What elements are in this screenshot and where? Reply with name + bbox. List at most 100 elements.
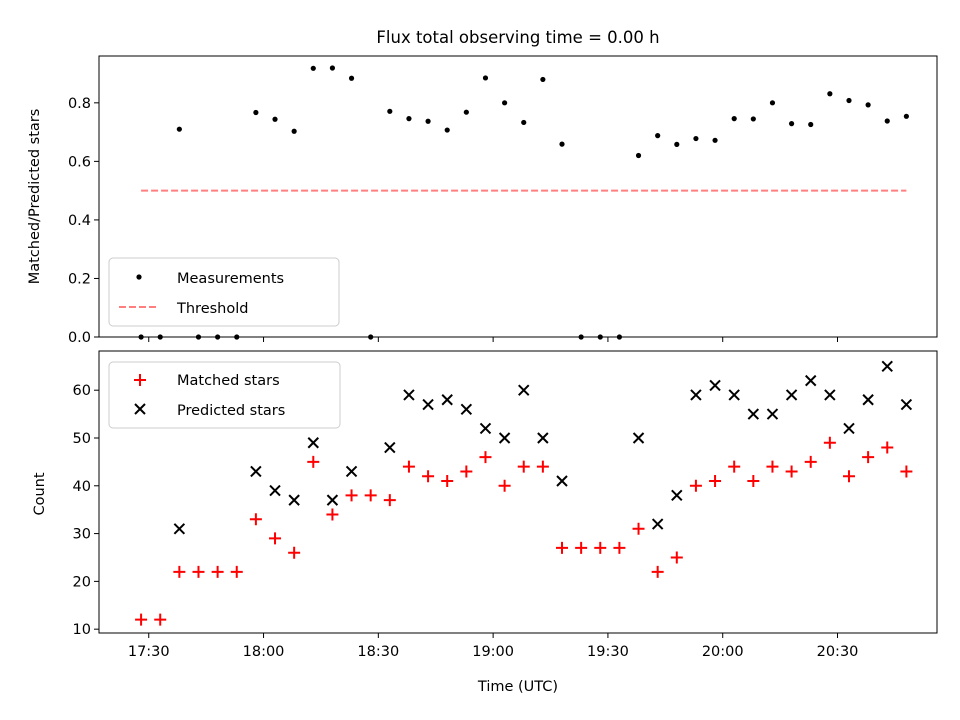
predicted-point — [460, 403, 473, 416]
predicted-point — [403, 389, 415, 401]
measurement-point — [731, 116, 737, 122]
predicted-point — [173, 523, 186, 535]
chart-title: Flux total observing time = 0.00 h — [376, 28, 659, 47]
matched-point — [135, 613, 148, 626]
ratio-legend: Measurements Threshold — [108, 257, 340, 327]
count-x-axis-label: Time (UTC) — [477, 679, 558, 695]
matched-point — [785, 465, 798, 478]
predicted-point — [250, 465, 262, 478]
matched-point — [766, 460, 779, 473]
measurements-legend-marker — [136, 274, 142, 280]
matched-point — [460, 465, 473, 478]
predicted-point — [288, 494, 300, 506]
predicted-point — [690, 389, 702, 401]
matched-point — [536, 460, 549, 473]
matched-point — [479, 451, 492, 464]
ratio-y-axis-label: Matched/Predicted stars — [27, 109, 43, 285]
predicted-point — [498, 432, 511, 444]
measurement-point — [693, 135, 699, 142]
matched-point — [556, 541, 569, 554]
predicted-point — [671, 489, 683, 502]
matched-point — [402, 460, 415, 473]
x-tick-label: 19:30 — [587, 644, 629, 660]
matched-point — [307, 455, 320, 468]
legend-box — [108, 361, 341, 429]
matched-point — [288, 546, 301, 559]
measurement-point — [865, 102, 871, 108]
measurement-point — [310, 65, 316, 71]
predicted-point — [537, 432, 549, 444]
predicted-point — [651, 518, 664, 530]
measurement-point — [425, 118, 431, 124]
matched-point — [594, 541, 607, 554]
predicted-point — [422, 398, 434, 411]
measurement-point — [482, 75, 489, 81]
ratio-y-axis: 0.0 0.2 0.4 0.6 0.8 — [68, 96, 99, 346]
matched-point — [728, 460, 741, 473]
count-x-axis: 17:30 18:00 18:30 19:00 19:30 20:00 20:30 — [128, 633, 859, 660]
count-axes-frame — [98, 350, 938, 634]
predicted-point — [632, 432, 645, 444]
predicted-point — [269, 484, 281, 497]
matched-point — [689, 479, 702, 492]
predicted-point — [900, 398, 913, 411]
measurement-point — [406, 116, 412, 122]
matched-point — [900, 465, 913, 478]
measurement-point — [272, 116, 278, 122]
x-tick-label: 20:30 — [817, 644, 859, 660]
matched-point — [211, 565, 224, 578]
matched-point — [192, 565, 205, 578]
predicted-point — [824, 389, 836, 401]
measurement-point — [253, 109, 259, 116]
predicted-point — [747, 408, 760, 420]
y-tick-label: 0.6 — [68, 154, 91, 170]
count-y-axis-label: Count — [32, 472, 48, 515]
y-tick-label: 20 — [73, 574, 91, 590]
matched-point — [269, 532, 282, 545]
matched-point — [747, 475, 760, 488]
x-tick-label: 20:00 — [702, 644, 744, 660]
matched-point — [881, 441, 894, 454]
predicted-point — [384, 441, 396, 454]
predicted-point — [307, 437, 319, 449]
matched-point — [575, 541, 588, 554]
y-tick-label: 0.2 — [68, 271, 91, 287]
predicted-point — [785, 389, 798, 401]
measurement-point — [540, 76, 546, 83]
x-tick-label: 18:00 — [243, 644, 285, 660]
y-tick-label: 0.8 — [68, 96, 91, 112]
matched-point — [842, 470, 855, 483]
matched-point — [498, 479, 511, 492]
measurement-point — [903, 113, 909, 119]
matched-point — [173, 565, 186, 578]
y-tick-label: 0.0 — [68, 330, 91, 346]
measurement-point — [712, 137, 718, 143]
matched-point — [517, 460, 530, 473]
predicted-point — [518, 384, 530, 396]
x-tick-label: 17:30 — [128, 644, 170, 660]
count-legend: Matched stars Predicted stars — [108, 361, 341, 429]
measurement-point — [635, 152, 642, 159]
legend-label-predicted: Predicted stars — [177, 403, 285, 419]
measurement-point — [348, 75, 355, 81]
matched-point — [823, 436, 836, 449]
matched-point — [422, 470, 435, 483]
legend-label-matched: Matched stars — [177, 373, 280, 389]
matched-point — [364, 489, 377, 502]
measurement-point — [291, 128, 297, 134]
measurement-point — [808, 121, 814, 128]
matched-point — [326, 508, 339, 521]
count-y-axis: 10 20 30 40 50 60 — [73, 383, 99, 638]
x-tick-label: 19:00 — [472, 644, 514, 660]
legend-label-threshold: Threshold — [176, 301, 248, 317]
legend-box — [108, 257, 340, 327]
ratio-panel: 0.00.20.40.60.8 Matched/Predicted stars … — [27, 55, 938, 346]
y-tick-label: 30 — [73, 527, 91, 543]
matched-point — [862, 451, 875, 464]
measurement-point — [502, 100, 508, 106]
measurement-point — [176, 126, 182, 132]
measurement-point — [674, 141, 680, 147]
measurement-point — [788, 121, 795, 127]
legend-label-measurements: Measurements — [177, 271, 284, 287]
